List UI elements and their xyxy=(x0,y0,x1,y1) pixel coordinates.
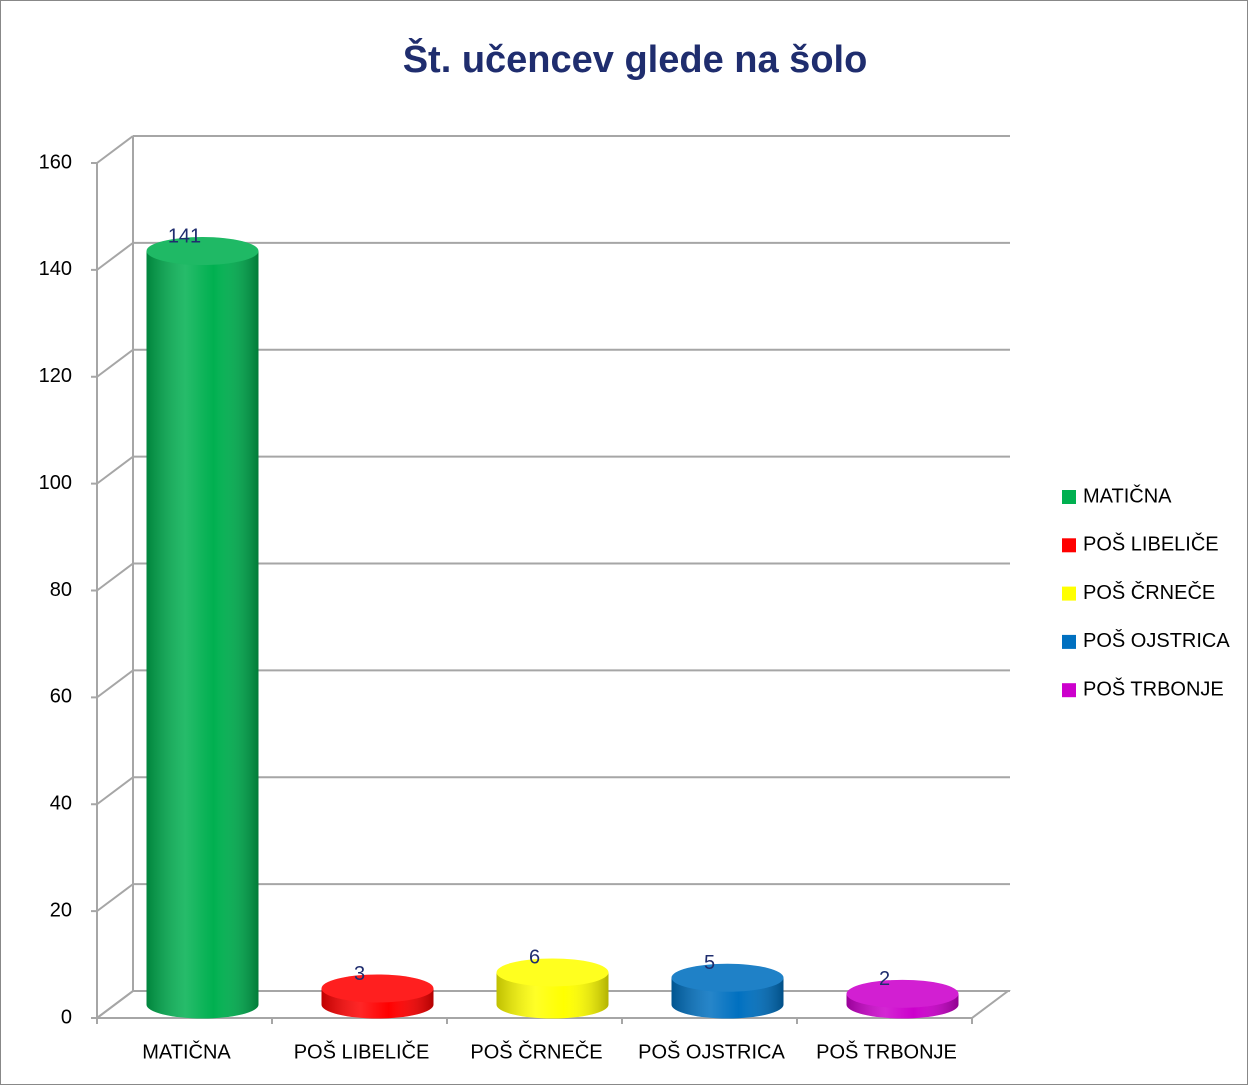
bar-top-shade xyxy=(671,963,784,992)
legend-swatch xyxy=(1062,490,1076,504)
bar-top-shade xyxy=(496,958,609,987)
x-tick-label: POŠ TRBONJE xyxy=(816,1040,957,1063)
data-label: 5 xyxy=(704,952,715,974)
x-tick-label: MATIČNA xyxy=(142,1040,231,1063)
legend-swatch xyxy=(1062,538,1076,553)
data-label: 3 xyxy=(354,963,365,985)
bar-top xyxy=(846,979,959,1008)
bar-top xyxy=(496,958,609,987)
chart-title: Št. učencev glede na šolo xyxy=(403,36,868,81)
bar-top xyxy=(146,237,259,266)
grid-line-side xyxy=(96,455,134,485)
y-tick-label: 80 xyxy=(50,579,72,601)
grid-line-side xyxy=(96,776,134,806)
bar-top-shade xyxy=(321,974,434,1003)
legend-swatch xyxy=(1062,683,1076,698)
bar-top-shade xyxy=(846,979,959,1008)
data-label: 141 xyxy=(168,225,201,247)
y-tick-label: 60 xyxy=(50,686,72,708)
legend-label: POŠ OJSTRICA xyxy=(1083,629,1230,652)
legend-label: MATIČNA xyxy=(1083,484,1172,507)
y-tick-label: 100 xyxy=(39,472,72,494)
data-label: 6 xyxy=(529,947,540,969)
legend-swatch xyxy=(1062,586,1076,601)
legend-label: POŠ LIBELIČE xyxy=(1083,533,1219,556)
bar-top xyxy=(671,963,784,992)
grid-line-side xyxy=(96,883,134,912)
bar-top xyxy=(321,974,434,1003)
x-tick-label: POŠ ČRNEČE xyxy=(470,1040,602,1063)
y-tick-label: 160 xyxy=(39,151,72,173)
legend-label: POŠ TRBONJE xyxy=(1083,677,1224,700)
bar-shade xyxy=(146,251,259,1019)
bar-top-shade xyxy=(146,237,259,266)
legend-label: POŠ ČRNEČE xyxy=(1083,581,1215,604)
x-tick-label: POŠ LIBELIČE xyxy=(294,1040,430,1063)
y-tick-label: 120 xyxy=(39,365,72,387)
y-tick-label: 140 xyxy=(39,258,72,280)
x-tick-label: POŠ OJSTRICA xyxy=(638,1040,785,1063)
grid-line-side xyxy=(96,669,134,699)
grid-line-side xyxy=(96,562,134,592)
data-label: 2 xyxy=(879,968,890,990)
grid-line-side xyxy=(96,135,134,164)
grid-line-side xyxy=(96,242,134,271)
legend-swatch xyxy=(1062,634,1076,649)
y-tick-label: 20 xyxy=(50,899,72,921)
y-tick-label: 0 xyxy=(61,1006,72,1028)
grid-line-side xyxy=(96,990,134,1019)
y-tick-label: 40 xyxy=(50,793,72,815)
grid-line-side xyxy=(96,348,134,378)
